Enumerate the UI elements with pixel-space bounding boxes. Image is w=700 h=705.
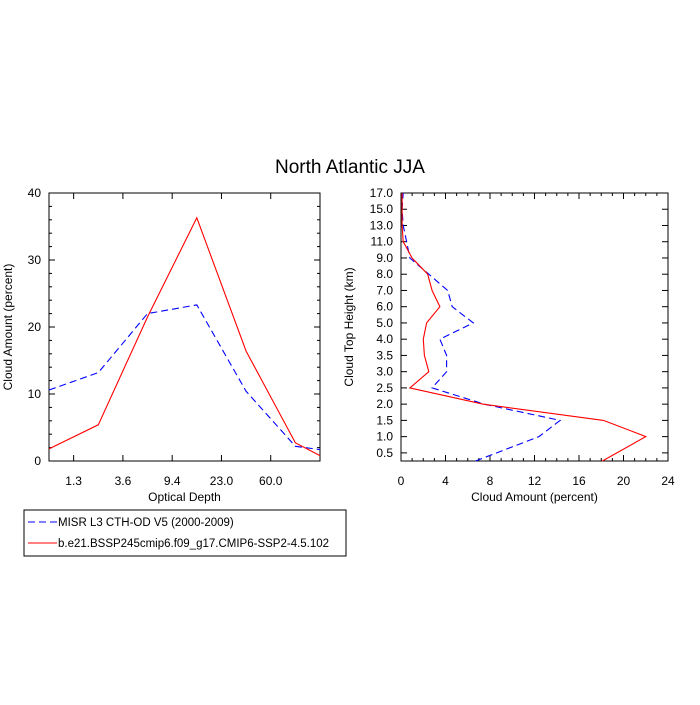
- right-x-tick-label: 4: [442, 474, 449, 488]
- right-y-tick-label: 3.5: [376, 348, 393, 362]
- left-x-tick-label: 23.0: [210, 474, 234, 488]
- right-x-axis-label: Cloud Amount (percent): [471, 490, 598, 504]
- right-plot-frame: [400, 192, 669, 462]
- right-y-tick-label: 4.0: [376, 332, 393, 346]
- right-y-axis-label: Cloud Top Height (km): [342, 267, 356, 386]
- left-x-tick-label: 3.6: [115, 474, 132, 488]
- legend-label: MISR L3 CTH-OD V5 (2000-2009): [58, 517, 234, 529]
- right-y-tick-label: 15.0: [370, 202, 394, 216]
- right-x-tick-label: 12: [528, 474, 542, 488]
- left-y-tick-label: 0: [34, 454, 41, 468]
- left-y-tick-label: 10: [28, 387, 42, 401]
- figure-title: North Atlantic JJA: [275, 157, 425, 178]
- right-y-tick-label: 13.0: [370, 218, 394, 232]
- left-x-tick-label: 9.4: [164, 474, 181, 488]
- right-x-tick-label: 20: [617, 474, 631, 488]
- right-y-tick-label: 8.0: [376, 267, 393, 281]
- left-y-tick-label: 40: [28, 186, 42, 200]
- left-x-tick-label: 1.3: [65, 474, 82, 488]
- right-panel: 0 4 8 12 16 20 24 0.5 1.0 1.5 2.0 2.5 3.0 3.5 4.0 5.0 6.…: [342, 186, 675, 504]
- left-y-axis-label: Cloud Amount (percent): [1, 264, 15, 391]
- right-y-tick-label: 11.0: [371, 235, 394, 249]
- right-y-tick-label: 1.5: [376, 413, 393, 427]
- legend: MISR L3 CTH-OD V5 (2000-2009) b.e21.BSSP2…: [23, 509, 347, 557]
- legend-label: b.e21.BSSP245cmip6.f09_g17.CMIP6-SSP2-4.…: [58, 538, 329, 550]
- right-y-tick-label: 7.0: [376, 283, 393, 297]
- right-x-tick-label: 24: [661, 474, 675, 488]
- right-y-tick-label: 6.0: [376, 300, 393, 314]
- right-x-tick-label: 0: [398, 474, 405, 488]
- left-x-axis-label: Optical Depth: [148, 490, 221, 504]
- legend-box: [23, 509, 347, 557]
- right-y-tick-label: 0.5: [376, 446, 393, 460]
- right-y-tick-label: 17.0: [370, 186, 394, 200]
- right-x-tick-label: 8: [487, 474, 494, 488]
- right-y-tick-label: 2.0: [376, 397, 393, 411]
- right-y-tick-label: 5.0: [376, 316, 393, 330]
- right-y-tick-label: 2.5: [376, 381, 393, 395]
- left-x-tick-label: 60.0: [259, 474, 283, 488]
- left-y-tick-label: 20: [28, 320, 42, 334]
- left-series-model: [48, 216, 321, 457]
- right-y-tick-label: 3.0: [376, 365, 393, 379]
- left-panel: 0 10 20 30 40 1.3 3.6 9.4 23.0 60.0 Optical Depth C…: [1, 186, 321, 504]
- right-y-tick-label: 1.0: [376, 430, 393, 444]
- right-x-tick-label: 16: [572, 474, 586, 488]
- right-series-misr: [401, 192, 562, 462]
- right-y-tick-label: 9.0: [376, 251, 393, 265]
- left-y-tick-label: 30: [28, 253, 42, 267]
- left-plot-frame: [48, 192, 321, 462]
- left-series-misr: [48, 304, 321, 451]
- right-series-model: [401, 193, 648, 462]
